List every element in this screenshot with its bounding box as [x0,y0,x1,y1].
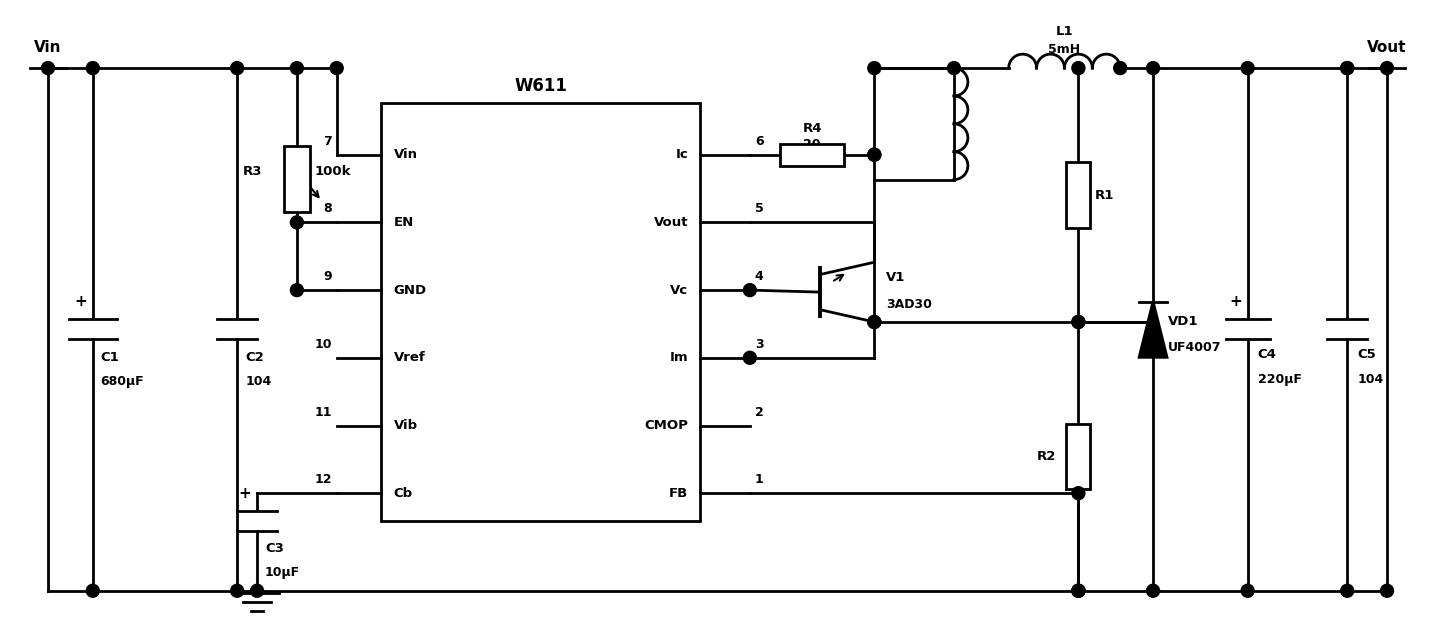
Circle shape [330,61,343,75]
Circle shape [1072,61,1085,75]
Circle shape [1380,61,1393,75]
Text: C5: C5 [1358,348,1376,361]
Circle shape [1147,61,1159,75]
Circle shape [290,216,303,229]
Text: V1: V1 [887,271,905,283]
Text: R1: R1 [1095,189,1114,201]
Circle shape [743,283,756,297]
Circle shape [86,61,99,75]
Text: 5: 5 [755,203,763,216]
Text: 10: 10 [314,338,331,351]
Text: UF4007: UF4007 [1168,341,1221,354]
Circle shape [1072,315,1085,329]
Text: L1: L1 [1056,25,1073,38]
Text: 104: 104 [245,375,271,387]
Circle shape [1241,61,1254,75]
Text: 8: 8 [323,203,331,216]
Circle shape [1072,487,1085,500]
Text: EN: EN [393,216,413,229]
Text: Vref: Vref [393,351,425,364]
Text: 104: 104 [1358,372,1383,386]
Text: 2: 2 [755,406,763,419]
Text: C3: C3 [265,542,284,556]
Text: 6: 6 [755,135,763,148]
Circle shape [1340,61,1353,75]
Circle shape [1114,61,1126,75]
Text: Vin: Vin [34,40,62,55]
Text: Vout: Vout [1368,40,1406,55]
Circle shape [1147,584,1159,598]
Text: Vc: Vc [670,283,689,297]
Text: 7: 7 [323,135,331,148]
Circle shape [290,61,303,75]
Circle shape [1241,584,1254,598]
Bar [781,144,844,166]
Text: CMOP: CMOP [644,419,689,432]
Circle shape [1340,584,1353,598]
Circle shape [868,148,881,161]
Text: Cb: Cb [393,487,413,500]
Circle shape [1340,61,1353,75]
Circle shape [868,61,881,75]
Text: VD1: VD1 [1168,315,1198,328]
Circle shape [42,61,55,75]
Circle shape [86,584,99,598]
Text: Vout: Vout [653,216,689,229]
Circle shape [251,584,264,598]
Text: 3AD30: 3AD30 [887,298,933,310]
Circle shape [1380,584,1393,598]
Text: 20: 20 [804,138,821,150]
Text: C1: C1 [100,350,119,364]
Circle shape [743,351,756,364]
Bar [382,103,700,521]
Text: 4: 4 [755,270,763,283]
Circle shape [290,283,303,297]
Bar [284,146,310,212]
Text: 3: 3 [755,338,763,351]
Text: Vin: Vin [393,148,418,161]
Text: R3: R3 [243,165,261,177]
Text: 5mH: 5mH [1049,43,1081,56]
Circle shape [947,61,960,75]
Text: 12: 12 [314,473,331,486]
Text: 220μF: 220μF [1257,372,1302,386]
Bar [1066,423,1091,489]
Text: R4: R4 [802,122,822,135]
Text: 11: 11 [314,406,331,419]
Circle shape [868,315,881,329]
Text: Ic: Ic [676,148,689,161]
Circle shape [231,584,244,598]
Text: 10μF: 10μF [265,566,300,579]
Text: +: + [238,486,251,501]
Text: 9: 9 [323,270,331,283]
Text: W611: W611 [514,77,567,95]
Text: R2: R2 [1038,450,1056,463]
Bar [1066,162,1091,228]
Text: +: + [75,294,88,309]
Circle shape [868,148,881,161]
Circle shape [868,315,881,329]
Circle shape [1072,584,1085,598]
Text: +: + [1230,294,1243,309]
Circle shape [1072,584,1085,598]
Text: 680μF: 680μF [100,375,145,387]
Text: FB: FB [669,487,689,500]
Polygon shape [1139,302,1167,357]
Circle shape [1072,315,1085,329]
Text: 100k: 100k [314,165,352,177]
Text: C2: C2 [245,350,264,364]
Circle shape [231,61,244,75]
Text: Im: Im [670,351,689,364]
Text: C4: C4 [1257,348,1277,361]
Text: 1: 1 [755,473,763,486]
Text: Vib: Vib [393,419,418,432]
Circle shape [1072,584,1085,598]
Text: GND: GND [393,283,426,297]
